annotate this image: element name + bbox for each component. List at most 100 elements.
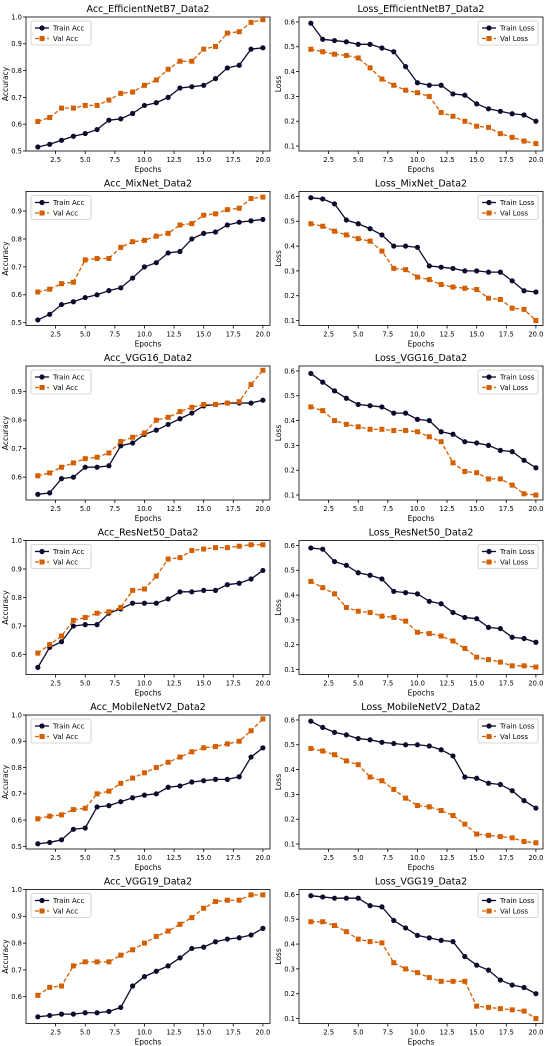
x-tick-label: 10.0 [137, 1029, 152, 1037]
legend: Train Loss Val Loss [477, 718, 539, 744]
data-point-train [236, 935, 242, 941]
data-point-val [486, 1004, 492, 1010]
legend-box [477, 718, 539, 744]
data-point-val [355, 762, 361, 768]
data-point-train [426, 417, 432, 424]
y-tick-label: 0.4 [284, 766, 295, 774]
data-point-val [177, 222, 183, 228]
data-point-val [224, 545, 230, 551]
data-point-val [521, 138, 527, 144]
x-axis-label: Epochs [408, 863, 435, 872]
legend-label: Val Acc [53, 210, 78, 218]
legend: Train Acc Val Acc [30, 369, 92, 395]
data-point-train [236, 62, 242, 68]
x-tick-label: 10.0 [410, 1029, 425, 1037]
data-point-val [213, 211, 219, 217]
data-point-train [212, 76, 219, 82]
x-tick-label: 15.0 [469, 680, 484, 688]
data-point-train [94, 292, 100, 298]
x-tick-label: 2.5 [323, 505, 334, 513]
legend-label: Val Loss [500, 908, 528, 916]
data-point-train [497, 781, 503, 788]
x-tick-label: 15.0 [469, 156, 484, 164]
y-tick-label: 0.6 [11, 474, 22, 482]
legend-marker [486, 199, 492, 206]
data-point-val [106, 450, 112, 456]
data-point-val [486, 295, 492, 301]
data-point-train [212, 776, 219, 782]
data-point-train [391, 243, 397, 249]
x-tick-label: 7.5 [382, 854, 393, 862]
data-point-val [82, 456, 88, 462]
data-point-val [320, 585, 326, 591]
y-tick-label: 0.6 [284, 367, 295, 375]
x-axis-label: Epochs [135, 689, 162, 698]
y-tick-label: 0.6 [11, 816, 22, 824]
data-point-train [106, 117, 112, 123]
x-tick-label: 12.5 [166, 505, 181, 513]
data-point-val [486, 657, 492, 663]
data-point-val [141, 770, 147, 776]
data-point-val [462, 978, 468, 984]
data-point-val [82, 614, 88, 620]
data-point-val [82, 102, 88, 108]
axes-frame [25, 540, 271, 675]
data-point-train [70, 1011, 76, 1017]
legend-marker [39, 199, 45, 206]
data-point-train [379, 45, 385, 51]
data-point-train [403, 243, 409, 249]
legend-label: Val Loss [500, 384, 528, 392]
data-point-train [497, 269, 503, 275]
axes-frame [25, 714, 271, 850]
data-point-train [403, 590, 409, 596]
x-axis-label: Epochs [408, 514, 435, 523]
data-point-val [403, 618, 409, 624]
data-point-val [106, 788, 112, 794]
legend-label: Train Loss [499, 723, 535, 731]
data-point-train [118, 443, 124, 449]
data-point-train [106, 288, 112, 294]
data-point-train [367, 403, 373, 409]
data-point-val [414, 90, 420, 96]
data-point-train [212, 587, 219, 593]
data-point-val [94, 102, 100, 108]
data-point-val [497, 131, 503, 137]
y-tick-label: 0.3 [284, 616, 295, 624]
x-tick-label: 5.0 [80, 156, 91, 164]
data-point-train [391, 917, 397, 924]
data-point-train [426, 598, 432, 604]
data-point-val [94, 610, 100, 616]
data-point-val [521, 663, 527, 669]
data-point-train [153, 427, 159, 433]
data-point-train [474, 616, 480, 622]
data-point-val [118, 439, 124, 445]
x-tick-label: 17.5 [499, 680, 514, 688]
data-point-val [70, 279, 76, 285]
data-point-train [533, 289, 539, 295]
data-point-train [35, 1014, 41, 1020]
data-point-val [414, 629, 420, 635]
data-point-val [165, 414, 171, 420]
legend-label: Train Loss [499, 548, 535, 556]
data-point-val [213, 401, 219, 407]
data-point-train [130, 275, 136, 281]
y-tick-label: 0.6 [11, 291, 22, 299]
y-tick-label: 0.8 [11, 67, 22, 75]
data-point-val [130, 239, 136, 245]
x-tick-label: 20.0 [255, 680, 270, 688]
x-tick-label: 12.5 [439, 854, 454, 862]
data-point-val [426, 975, 432, 981]
data-point-val [236, 543, 242, 549]
x-tick-label: 2.5 [323, 331, 334, 339]
data-point-train [320, 546, 326, 552]
x-tick-label: 17.5 [499, 1029, 514, 1037]
data-point-train [201, 587, 207, 593]
axes-frame [25, 889, 271, 1024]
legend-box [477, 20, 539, 46]
y-tick-label: 0.9 [11, 40, 22, 48]
data-point-val [391, 265, 397, 271]
data-point-val [379, 76, 385, 82]
legend-marker [39, 559, 45, 565]
data-point-val [462, 645, 468, 651]
data-point-train [165, 784, 171, 790]
